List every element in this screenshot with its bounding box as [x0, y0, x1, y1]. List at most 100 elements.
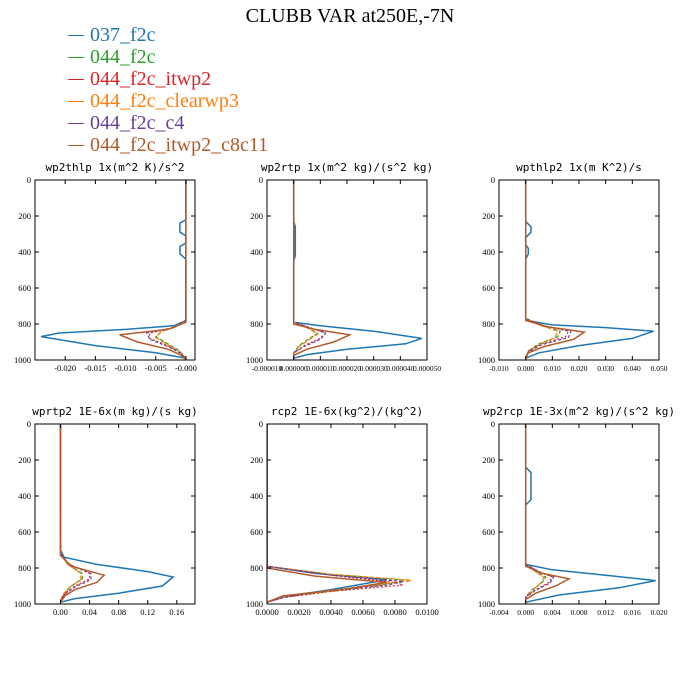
x-tick-label: 0.000010	[306, 364, 334, 373]
series-line-044_f2c_itwp2	[149, 180, 187, 359]
y-tick-label: 600	[250, 527, 263, 537]
series-line-044_f2c_itwp2_c8c11	[524, 424, 572, 604]
x-tick-label: 0.000040	[386, 364, 414, 373]
series-line-044_f2c_itwp2_c8c11	[119, 180, 187, 360]
y-tick-label: 400	[18, 491, 31, 501]
legend-label: 044_f2c_itwp2_c8c11	[90, 133, 269, 156]
y-tick-label: 400	[482, 491, 495, 501]
series-line-044_f2c_c4	[525, 180, 572, 359]
x-tick-label: 0.020	[651, 608, 668, 617]
y-tick-label: 1000	[478, 355, 495, 365]
x-tick-label: -0.020	[54, 363, 76, 373]
x-tick-label: 0.0060	[351, 607, 374, 617]
series-line-044_f2c_clearwp3	[267, 424, 412, 603]
series-line-037_f2c	[292, 180, 422, 359]
legend-line-swatch	[68, 144, 84, 146]
x-tick-label: -0.005	[145, 363, 167, 373]
profile-panel: wprtp2 1E-6x(m kg)/(s kg)0 200 400 600 800 10…	[14, 405, 198, 617]
series-line-044_f2c_itwp2_c8c11	[292, 180, 353, 360]
panel-frame	[266, 179, 428, 361]
y-tick-label: 600	[18, 283, 31, 293]
y-tick-label: 200	[18, 211, 31, 221]
series-line-044_f2c_c4	[267, 424, 404, 603]
y-tick-label: 200	[250, 455, 263, 465]
x-tick-label: -0.000010	[252, 364, 283, 373]
x-tick-label: 0.16	[169, 607, 184, 617]
series-line-044_f2c_itwp2_c8c11	[524, 180, 587, 360]
panel-title: wprtp2 1E-6x(m kg)/(s kg)	[32, 405, 198, 418]
x-tick-label: 0.04	[82, 607, 98, 617]
x-tick-label: 0.000050	[413, 364, 441, 373]
y-tick-label: 800	[482, 563, 495, 573]
y-tick-label: 800	[250, 319, 263, 329]
x-tick-label: 0.08	[111, 607, 126, 617]
panel-frame	[34, 179, 196, 361]
y-tick-label: 0	[491, 419, 495, 429]
y-tick-label: 1000	[14, 355, 31, 365]
series-line-044_f2c	[525, 180, 562, 359]
x-tick-label: 0.0080	[383, 607, 406, 617]
x-tick-label: 0.016	[624, 608, 641, 617]
y-tick-label: 200	[250, 211, 263, 221]
x-tick-label: 0.000030	[360, 364, 388, 373]
y-tick-label: 800	[250, 563, 263, 573]
x-tick-label: 0.012	[597, 608, 614, 617]
x-tick-label: 0.000	[517, 608, 534, 617]
x-tick-label: -0.015	[84, 363, 106, 373]
y-tick-label: 400	[482, 247, 495, 257]
x-tick-label: 0.0000	[255, 607, 278, 617]
y-tick-label: 800	[482, 319, 495, 329]
panel-title: wp2rtp 1x(m^2 kg)/(s^2 kg)	[261, 161, 433, 174]
y-tick-label: 1000	[14, 599, 31, 609]
series-line-044_f2c_clearwp3	[59, 424, 82, 601]
profile-panel: rcp2 1E-6x(kg^2)/(kg^2) 0 200 400 600 800 1000…	[246, 405, 439, 617]
legend-line-swatch	[68, 56, 84, 58]
panel-title: wpthlp2 1x(m K^2)/s	[516, 161, 642, 174]
x-tick-label: 0.020	[571, 364, 588, 373]
y-tick-label: 800	[18, 319, 31, 329]
series-line-044_f2c	[154, 180, 187, 359]
y-tick-label: 200	[482, 455, 495, 465]
x-tick-label: 0.12	[140, 607, 155, 617]
series-line-044_f2c_itwp2	[525, 424, 554, 603]
x-tick-label: 0.0020	[287, 607, 310, 617]
y-tick-label: 600	[18, 527, 31, 537]
x-tick-label: 0.000000	[280, 364, 308, 373]
y-tick-label: 800	[18, 563, 31, 573]
y-tick-label: 0	[259, 419, 263, 429]
legend-label: 044_f2c_clearwp3	[90, 89, 239, 112]
y-tick-label: 200	[18, 455, 31, 465]
y-tick-label: 1000	[246, 599, 263, 609]
panel-title: rcp2 1E-6x(kg^2)/(kg^2)	[271, 405, 423, 418]
series-line-044_f2c_c4	[525, 424, 555, 603]
series-line-044_f2c	[59, 424, 83, 601]
y-tick-label: 600	[250, 283, 263, 293]
profile-panel: wp2rcp 1E-3x(m^2 kg)/(s^2 kg)0 200 400 600 8…	[478, 405, 675, 617]
y-tick-label: 0	[259, 175, 263, 185]
series-line-044_f2c_itwp2_c8c11	[267, 424, 388, 603]
panel-title: wp2rcp 1E-3x(m^2 kg)/(s^2 kg)	[483, 405, 675, 418]
panel-frame	[266, 423, 428, 605]
series-line-044_f2c_clearwp3	[293, 180, 319, 359]
y-tick-label: 600	[482, 283, 495, 293]
legend-label: 044_f2c_itwp2	[90, 67, 212, 90]
panel-frame	[498, 423, 660, 605]
x-tick-label: -0.010	[115, 363, 137, 373]
profile-panel: wp2thlp 1x(m^2 K)/s^2 0 200 400 600 800 1000 -0…	[14, 161, 197, 373]
y-tick-label: 1000	[246, 355, 263, 365]
series-line-044_f2c	[525, 424, 547, 603]
x-tick-label: 0.000020	[333, 364, 361, 373]
x-tick-label: 0.004	[544, 608, 561, 617]
panel-frame	[498, 179, 660, 361]
series-line-044_f2c_c4	[59, 424, 92, 601]
series-line-044_f2c_itwp2	[59, 424, 91, 601]
x-tick-label: 0.0040	[319, 607, 342, 617]
y-tick-label: 0	[27, 175, 31, 185]
series-line-037_f2c	[40, 180, 187, 359]
profile-panel: wpthlp2 1x(m K^2)/s 0 200 400 600 800 1000-0.0…	[478, 161, 668, 373]
legend-item: 037_f2c	[68, 24, 268, 46]
x-tick-label: -0.010	[489, 364, 509, 373]
x-tick-label: 0.030	[597, 364, 614, 373]
